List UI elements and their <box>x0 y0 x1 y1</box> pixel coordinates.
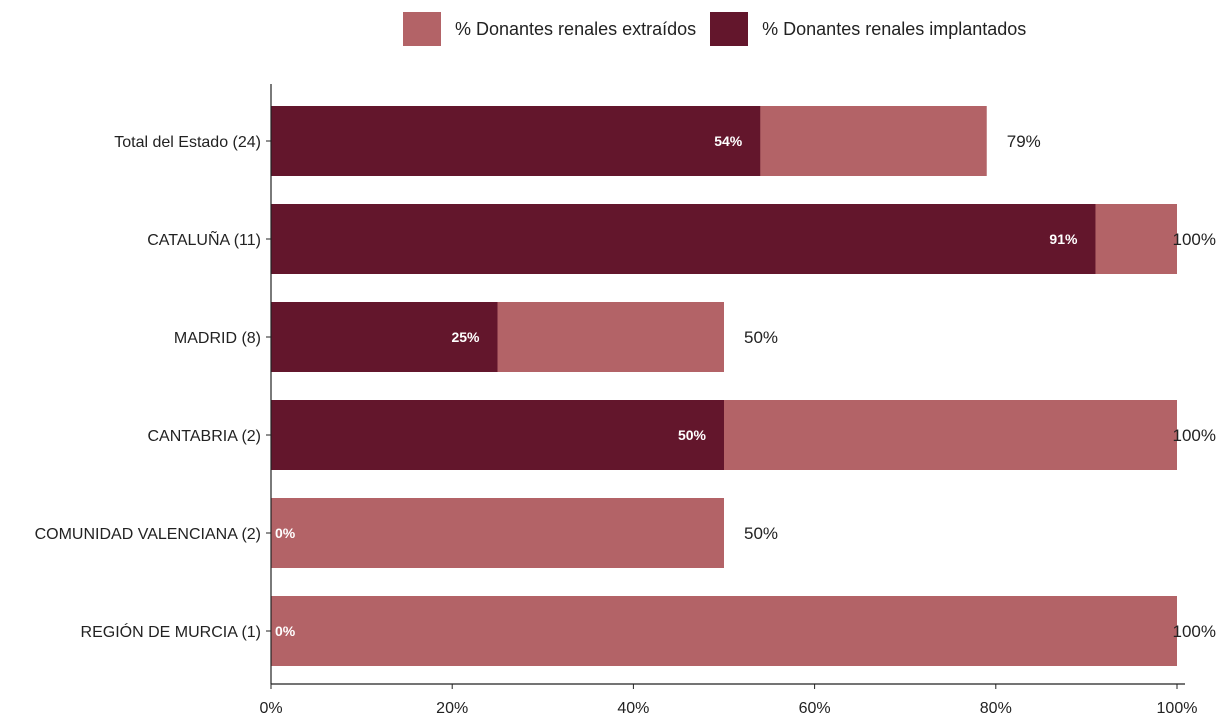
bar-extraidos <box>271 596 1177 666</box>
y-tick-label: CATALUÑA (11) <box>147 229 261 249</box>
data-label-implantados: 91% <box>1049 231 1078 247</box>
bar-implantados <box>271 302 498 372</box>
data-label-implantados: 25% <box>451 329 480 345</box>
x-tick-label: 60% <box>799 700 831 717</box>
y-tick-label: COMUNIDAD VALENCIANA (2) <box>35 526 261 543</box>
legend-item-implantados: % Donantes renales implantados <box>710 12 1026 46</box>
chart-legend: % Donantes renales extraídos % Donantes … <box>403 12 1040 46</box>
x-tick-label: 0% <box>259 700 282 717</box>
bar-implantados <box>271 400 724 470</box>
x-tick-label: 40% <box>617 700 649 717</box>
x-tick-label: 20% <box>436 700 468 717</box>
bar-extraidos <box>271 498 724 568</box>
legend-swatch-implantados <box>710 12 749 46</box>
y-tick-label: MADRID (8) <box>174 330 261 347</box>
data-label-extraidos: 100% <box>1173 230 1216 249</box>
data-label-implantados: 54% <box>714 133 743 149</box>
x-tick-label: 100% <box>1157 700 1198 717</box>
data-label-extraidos: 50% <box>744 328 778 347</box>
data-label-extraidos: 100% <box>1173 622 1216 641</box>
data-label-extraidos: 100% <box>1173 426 1216 445</box>
data-label-extraidos: 79% <box>1007 132 1041 151</box>
legend-swatch-extraidos <box>403 12 441 46</box>
data-label-implantados: 0% <box>275 623 296 639</box>
y-tick-label: CANTABRIA (2) <box>148 428 262 445</box>
legend-item-extraidos: % Donantes renales extraídos <box>403 12 696 46</box>
bar-implantados <box>271 204 1096 274</box>
data-label-extraidos: 50% <box>744 524 778 543</box>
bar-implantados <box>271 106 761 176</box>
x-tick-label: 80% <box>980 700 1012 717</box>
y-tick-label: REGIÓN DE MURCIA (1) <box>81 622 261 641</box>
y-tick-label: Total del Estado (24) <box>114 134 261 151</box>
data-label-implantados: 0% <box>275 525 296 541</box>
legend-label-extraidos: % Donantes renales extraídos <box>455 18 697 39</box>
data-label-implantados: 50% <box>678 427 707 443</box>
legend-label-implantados: % Donantes renales implantados <box>762 18 1027 39</box>
